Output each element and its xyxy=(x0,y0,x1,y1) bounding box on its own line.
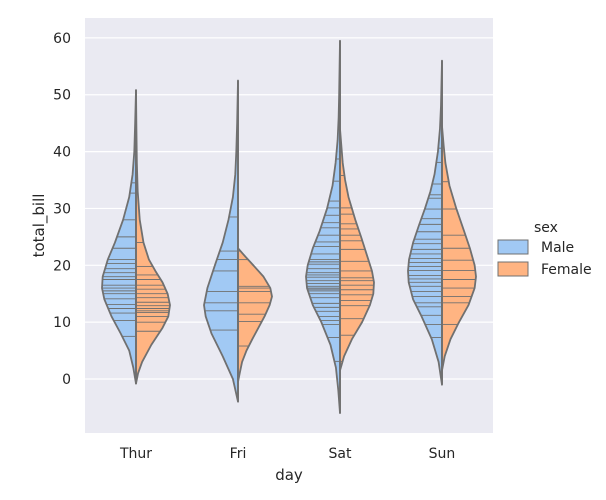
violin-body xyxy=(203,79,239,403)
violin-female-thur xyxy=(135,89,171,385)
legend: sex Male Female xyxy=(497,220,592,278)
y-tick-label: 30 xyxy=(53,201,71,217)
y-tick-label: 0 xyxy=(62,372,71,388)
y-tick-label: 20 xyxy=(53,258,71,274)
y-tick-label: 60 xyxy=(53,31,71,47)
x-tick-label-sat: Sat xyxy=(329,446,352,462)
violins xyxy=(101,39,477,414)
x-tick-label-sun: Sun xyxy=(429,446,456,462)
y-axis-label: total_bill xyxy=(30,194,49,258)
legend-label-male: Male xyxy=(541,240,574,256)
x-tick-label-thur: Thur xyxy=(119,446,152,462)
legend-swatch-male xyxy=(497,239,529,255)
x-axis-label: day xyxy=(275,466,303,484)
violin-male-thur xyxy=(101,89,137,385)
y-tick-label: 10 xyxy=(53,315,71,331)
legend-entries: Male Female xyxy=(497,239,592,278)
y-tick-label: 50 xyxy=(53,88,71,104)
violin-body xyxy=(407,59,443,386)
violin-male-fri xyxy=(203,79,239,403)
x-tick-label-fri: Fri xyxy=(230,446,247,462)
y-tick-labels: 0 10 20 30 40 50 60 xyxy=(53,31,71,388)
legend-label-female: Female xyxy=(541,262,592,278)
violin-female-sun xyxy=(441,125,477,372)
violin-male-sat xyxy=(305,39,341,414)
legend-title: sex xyxy=(534,220,558,236)
legend-swatch-female xyxy=(497,261,529,277)
violin-female-fri xyxy=(237,247,273,383)
violin-body xyxy=(237,247,273,383)
violin-male-sun xyxy=(407,59,443,386)
y-tick-label: 40 xyxy=(53,145,71,161)
violin-female-sat xyxy=(339,127,375,372)
x-tick-labels: Thur Fri Sat Sun xyxy=(119,446,455,462)
